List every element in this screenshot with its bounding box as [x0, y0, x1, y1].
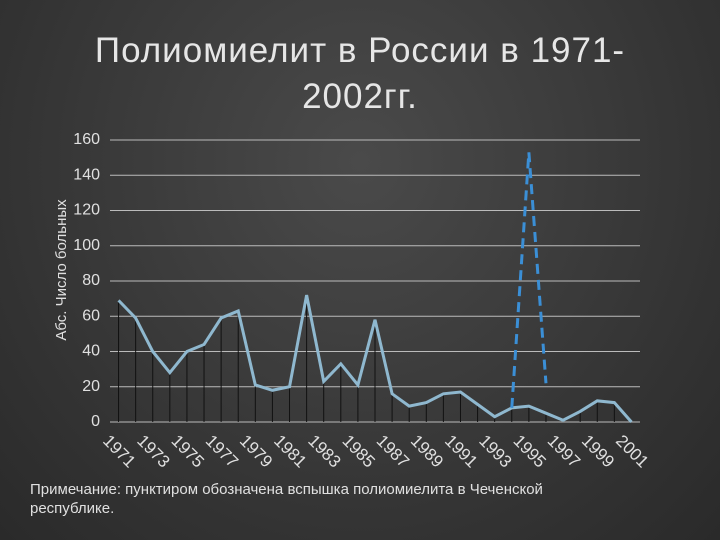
- x-tick-label: 1993: [475, 431, 515, 471]
- y-tick-label: 0: [91, 413, 100, 430]
- x-tick-label: 1973: [133, 431, 173, 471]
- x-tick-label: 1975: [168, 431, 208, 471]
- x-tick-label: 1977: [202, 431, 242, 471]
- y-axis-label: Абс. Число больных: [53, 199, 70, 341]
- x-tick-label: 1971: [99, 431, 139, 471]
- y-tick-label: 140: [73, 166, 100, 183]
- series-line: [510, 152, 548, 409]
- y-tick-label: 20: [82, 378, 100, 395]
- x-tick-label: 1995: [509, 431, 549, 471]
- y-tick-label: 80: [82, 272, 100, 289]
- y-tick-label: 40: [82, 343, 100, 360]
- x-tick-label: 1979: [236, 431, 276, 471]
- x-tick-label: 1981: [270, 431, 310, 471]
- x-tick-label: 2001: [612, 431, 652, 471]
- y-tick-label: 60: [82, 307, 100, 324]
- x-tick-label: 1997: [544, 431, 584, 471]
- x-tick-label: 1999: [578, 431, 618, 471]
- y-tick-label: 120: [73, 202, 100, 219]
- chart-title: Полиомиелит в России в 1971-2002гг.: [94, 31, 626, 116]
- x-tick-label: 1991: [441, 431, 481, 471]
- note: Примечание: пунктиром обозначена вспышка…: [30, 481, 543, 517]
- y-tick-label: 160: [73, 131, 100, 148]
- x-tick-label: 1985: [339, 431, 379, 471]
- series-line: [117, 294, 633, 423]
- x-tick-label: 1983: [304, 431, 344, 471]
- x-tick-label: 1987: [373, 431, 413, 471]
- x-tick-label: 1989: [407, 431, 447, 471]
- y-tick-label: 100: [73, 237, 100, 254]
